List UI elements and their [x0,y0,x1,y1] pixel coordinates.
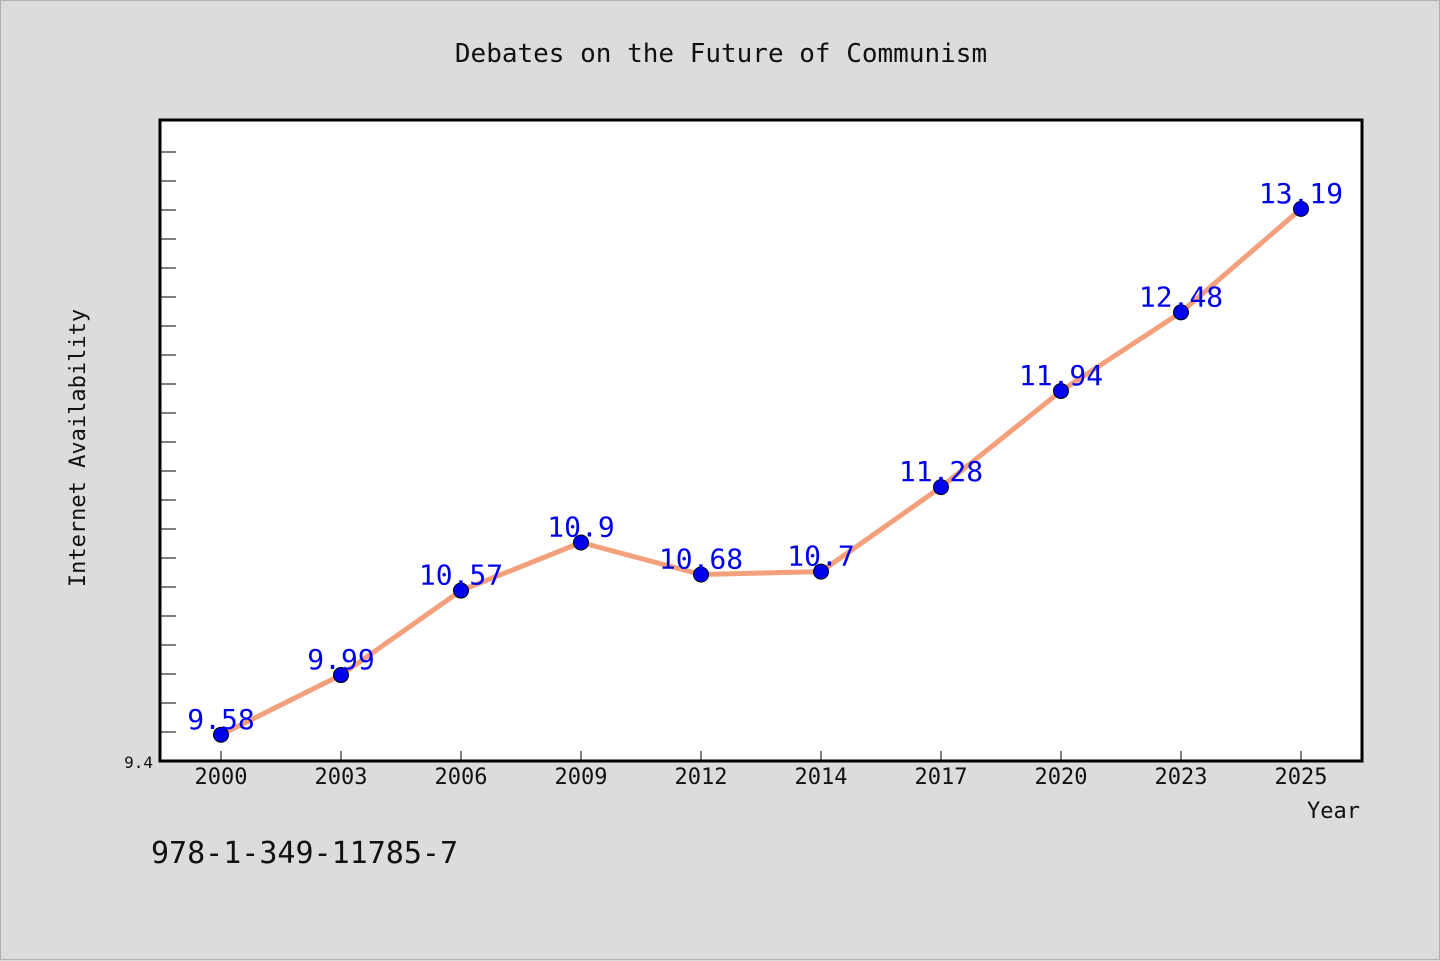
data-point [1053,382,1069,399]
series-markers [213,200,1309,743]
data-label: 11.28 [899,455,983,488]
data-point [693,566,709,583]
data-label: 10.9 [547,510,614,543]
x-tick-label: 2014 [795,765,848,790]
x-tick-label: 2009 [555,765,608,790]
data-point [453,582,469,599]
y-axis-label: Internet Availability [66,309,91,587]
data-label: 10.7 [787,540,854,573]
x-tick-label: 2000 [195,765,248,790]
series-line [218,206,1304,738]
x-tick-label: 2023 [1155,765,1208,790]
data-point [333,667,349,684]
x-tick-label: 2020 [1035,765,1088,790]
data-label: 9.99 [307,643,374,676]
data-label: 12.48 [1139,280,1223,313]
data-point [1173,304,1189,321]
data-labels: 9.58 9.99 10.57 10.9 10.68 10.7 11.28 11.94 12.4… [187,177,1343,736]
data-label: 10.68 [659,543,743,576]
chart-title: Debates on the Future of Communism [455,39,987,69]
x-tick-label: 2025 [1275,765,1328,790]
data-label: 10.57 [419,559,503,592]
data-point [213,726,229,743]
x-axis-label: Year [1307,799,1360,824]
data-point [933,479,949,496]
plot-area [158,118,1364,763]
y-tick-label: 9.4 [124,753,153,772]
data-point [813,563,829,580]
x-tick-label: 2017 [915,765,968,790]
data-point [573,534,589,551]
x-tick-label: 2012 [675,765,728,790]
data-label: 13.19 [1259,177,1343,210]
isbn-text: 978-1-349-11785-7 [151,836,458,871]
x-tick-label: 2003 [315,765,368,790]
x-axis-ticks: 2000 2003 2006 2009 2012 2014 2017 2020 2023 2025 [195,751,1328,790]
data-label: 9.58 [187,703,254,736]
data-label: 11.94 [1019,359,1103,392]
y-minor-ticks [160,151,176,733]
x-tick-label: 2006 [435,765,488,790]
data-point [1293,200,1309,217]
